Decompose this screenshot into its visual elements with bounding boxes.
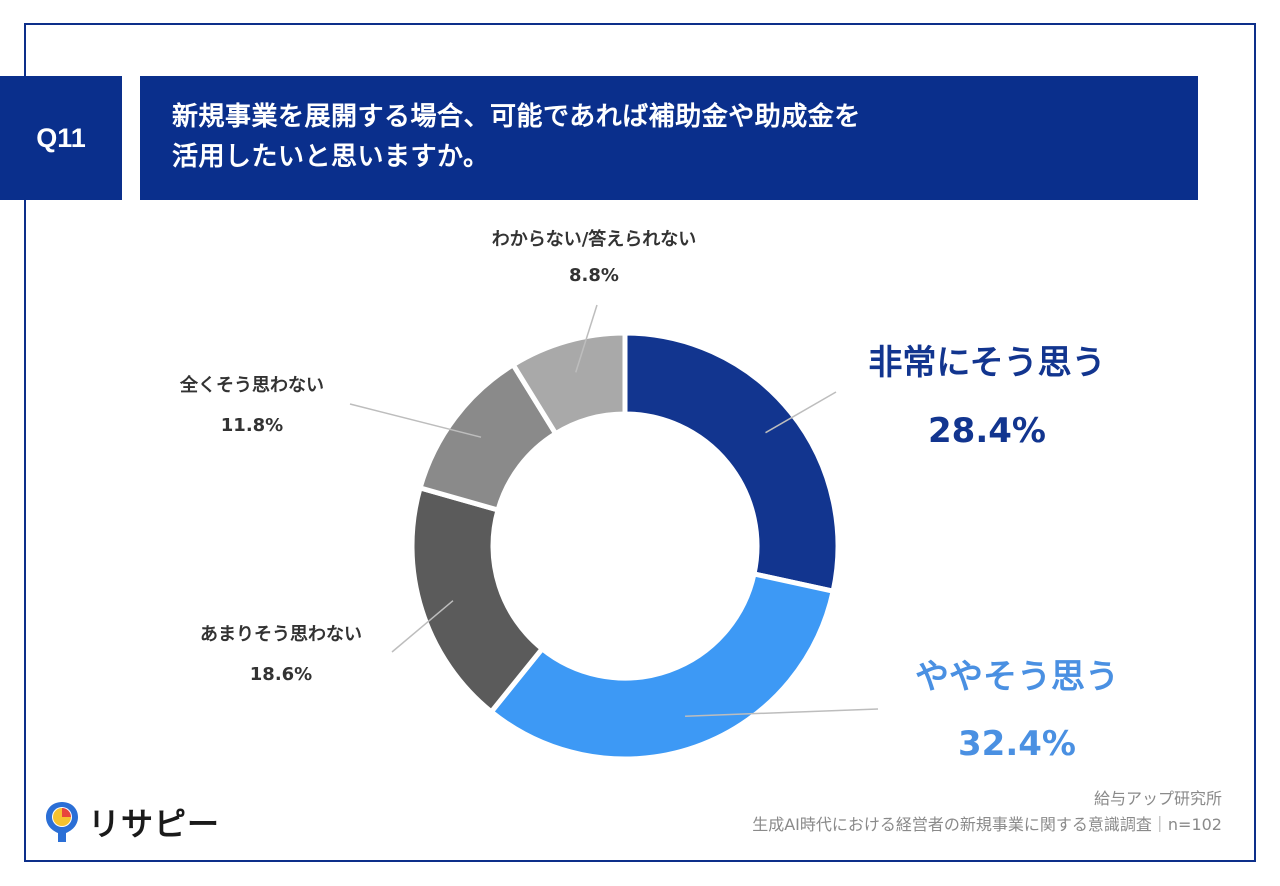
slice-label-not-at-all: 全くそう思わない [179, 374, 324, 396]
slice-value-not-at-all: 11.8% [221, 415, 283, 436]
footer-source: 給与アップ研究所 生成AI時代における経営者の新規事業に関する意識調査｜n=10… [752, 786, 1222, 838]
leader-line-somewhat [685, 708, 879, 717]
brand-logo: リサピー [44, 800, 220, 844]
slice-unknown [509, 330, 628, 438]
slice-value-unknown: 8.8% [569, 265, 619, 286]
slice-label-somewhat: ややそう思う [915, 657, 1119, 697]
question-title: 新規事業を展開する場合、可能であれば補助金や助成金を 活用したいと思いますか。 [140, 76, 1198, 200]
slice-label-very-much: 非常にそう思う [868, 343, 1105, 383]
slice-value-not-much: 18.6% [250, 664, 312, 685]
source-org: 給与アップ研究所 [1093, 789, 1222, 808]
question-line-1: 新規事業を展開する場合、可能であれば補助金や助成金を [172, 102, 861, 132]
slice-label-unknown: わからない/答えられない [492, 228, 697, 250]
leader-line-not-at-all [349, 403, 482, 438]
slice-value-somewhat: 32.4% [958, 724, 1076, 764]
leader-line-unknown [575, 304, 598, 373]
slice-somewhat [487, 571, 837, 762]
logo-text: リサピー [88, 805, 221, 843]
slice-value-very-much: 28.4% [928, 411, 1046, 451]
leader-line-very-much [765, 391, 837, 434]
question-number-badge: Q11 [0, 76, 122, 200]
leader-line-not-much [391, 600, 454, 653]
question-line-2: 活用したいと思いますか。 [172, 142, 490, 172]
question-number: Q11 [36, 122, 86, 153]
slice-very-much [622, 330, 841, 595]
survey-name: 生成AI時代における経営者の新規事業に関する意識調査｜n=102 [752, 815, 1222, 834]
slice-label-not-much: あまりそう思わない [200, 624, 362, 645]
logo-mark-icon [46, 802, 78, 842]
